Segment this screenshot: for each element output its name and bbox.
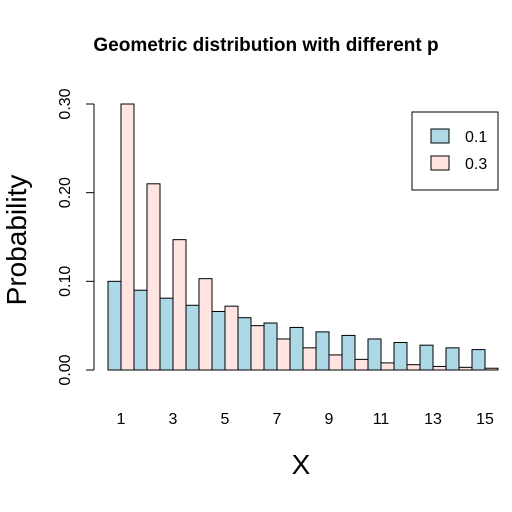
legend: 0.1 0.3 xyxy=(411,111,499,191)
bar-p0.3-x10 xyxy=(354,358,369,371)
bar-p0.3-x14 xyxy=(458,366,473,371)
bar-p0.3-x11 xyxy=(380,362,395,371)
x-axis-tick-labels: 1 3 5 7 9 11 13 15 xyxy=(117,411,494,428)
bar-p0.3-x5 xyxy=(224,305,239,371)
legend-swatch-p0.1 xyxy=(430,128,450,144)
x-tick-label: 5 xyxy=(221,411,230,428)
bar-p0.1-x1 xyxy=(107,280,122,371)
x-tick-label: 7 xyxy=(273,411,282,428)
y-tick-label: 0.10 xyxy=(57,266,74,297)
x-tick-label: 9 xyxy=(325,411,334,428)
x-axis-title: X xyxy=(292,449,311,480)
bars xyxy=(107,103,499,371)
bar-p0.1-x14 xyxy=(445,347,460,371)
bar-p0.3-x15 xyxy=(484,367,499,371)
bar-p0.1-x3 xyxy=(159,297,174,371)
bar-p0.1-x15 xyxy=(471,349,486,371)
bar-p0.3-x9 xyxy=(328,354,343,371)
y-axis: 0.00 0.10 0.20 0.30 xyxy=(57,88,95,386)
bar-p0.3-x7 xyxy=(276,338,291,371)
bar-p0.3-x1 xyxy=(120,103,135,371)
bar-p0.3-x3 xyxy=(172,239,187,371)
y-axis-title: Probability xyxy=(1,175,32,306)
bar-p0.3-x13 xyxy=(432,365,447,371)
x-tick-label: 1 xyxy=(117,411,126,428)
bar-p0.1-x13 xyxy=(419,344,434,371)
bar-p0.1-x9 xyxy=(315,331,330,371)
bar-p0.1-x5 xyxy=(211,310,226,371)
bar-p0.1-x10 xyxy=(341,334,356,371)
legend-label-p0.3: 0.3 xyxy=(465,156,487,173)
x-tick-label: 13 xyxy=(424,411,442,428)
legend-label-p0.1: 0.1 xyxy=(465,129,487,146)
bar-p0.3-x4 xyxy=(198,278,213,371)
bar-p0.3-x8 xyxy=(302,347,317,371)
bar-p0.1-x4 xyxy=(185,304,200,371)
legend-box xyxy=(411,111,499,191)
bar-p0.1-x6 xyxy=(237,317,252,371)
bar-p0.1-x8 xyxy=(289,326,304,371)
bar-p0.3-x12 xyxy=(406,364,421,371)
bar-p0.1-x7 xyxy=(263,322,278,371)
y-tick-label: 0.20 xyxy=(57,177,74,208)
y-tick-label: 0.00 xyxy=(57,354,74,385)
legend-swatch-p0.3 xyxy=(430,155,450,171)
bar-p0.3-x2 xyxy=(146,183,161,371)
bar-p0.3-x6 xyxy=(250,325,265,371)
chart-title: Geometric distribution with different p xyxy=(93,35,438,56)
x-tick-label: 15 xyxy=(476,411,494,428)
bar-p0.1-x11 xyxy=(367,338,382,371)
x-tick-label: 3 xyxy=(169,411,178,428)
bar-p0.1-x12 xyxy=(393,342,408,371)
bar-p0.1-x2 xyxy=(133,289,148,371)
y-tick-label: 0.30 xyxy=(57,88,74,119)
x-tick-label: 11 xyxy=(373,411,390,428)
